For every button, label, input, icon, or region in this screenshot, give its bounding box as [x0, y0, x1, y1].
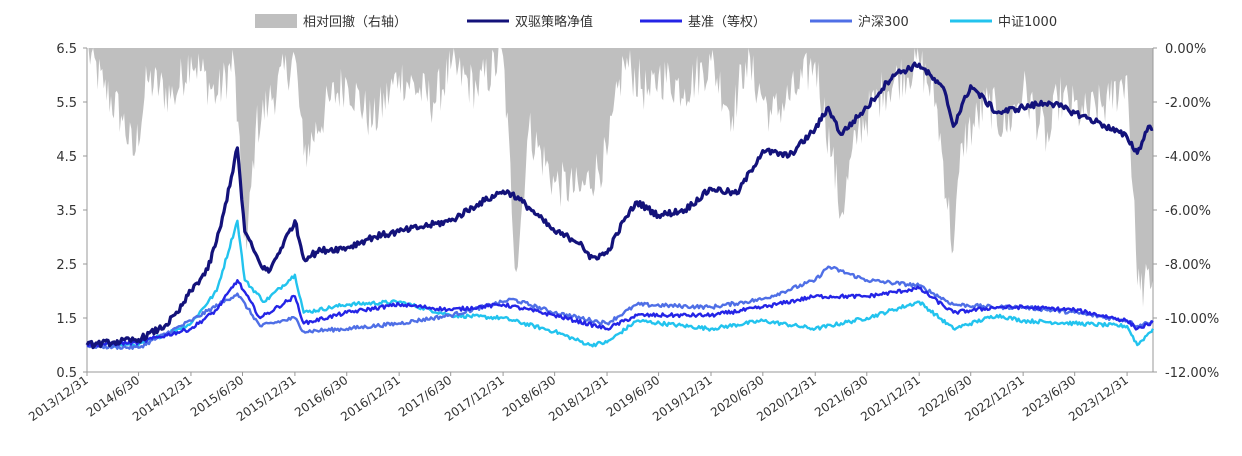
x-tick-label: 2017/12/31 [442, 373, 507, 424]
x-tick-label: 2016/12/31 [338, 373, 403, 424]
y-left-tick-label: 2.5 [56, 258, 77, 273]
y-right-tick-label: -4.00% [1165, 150, 1211, 165]
y-right-tick-label: 0.00% [1165, 42, 1206, 57]
x-tick-label: 2015/12/31 [234, 373, 299, 424]
legend-label: 中证1000 [998, 15, 1057, 30]
y-right-tick-label: -2.00% [1165, 96, 1211, 111]
series-line-1 [86, 279, 1154, 348]
x-tick-label: 2022/12/31 [962, 373, 1027, 424]
legend-label: 基准（等权） [688, 14, 766, 30]
y-right-tick-label: -10.00% [1165, 312, 1219, 327]
y-left-tick-label: 6.5 [56, 42, 77, 57]
series-line-2 [86, 265, 1154, 350]
x-tick-label: 2020/12/31 [754, 373, 819, 424]
legend-label: 相对回撤（右轴） [303, 14, 407, 30]
y-right-tick-label: -6.00% [1165, 204, 1211, 219]
x-tick-label: 2018/12/31 [546, 373, 611, 424]
x-tick-label: 2014/12/31 [130, 373, 195, 424]
legend: 相对回撤（右轴） 双驱策略净值 基准（等权） 沪深300 中证1000 [255, 14, 1057, 30]
y-left-tick-label: 4.5 [56, 150, 77, 165]
series-line-3 [86, 219, 1155, 348]
drawdown-area-layer [87, 48, 1153, 308]
drawdown-area [87, 48, 1153, 308]
legend-label: 沪深300 [858, 14, 909, 30]
y-right-tick-label: -8.00% [1165, 258, 1211, 273]
x-tick-label: 2021/12/31 [858, 373, 923, 424]
series-line-0 [85, 61, 1154, 350]
legend-swatch-area [255, 14, 297, 28]
x-tick-label: 2023/12/31 [1066, 373, 1131, 424]
series-lines-layer [85, 61, 1155, 350]
x-tick-label: 2019/12/31 [650, 373, 715, 424]
y-left-tick-label: 3.5 [56, 204, 77, 219]
y-left-tick-label: 0.5 [56, 366, 77, 381]
y-left-tick-label: 5.5 [56, 96, 77, 111]
y-right-tick-label: -12.00% [1165, 366, 1219, 381]
legend-label: 双驱策略净值 [515, 14, 593, 30]
y-left-tick-label: 1.5 [56, 312, 77, 327]
